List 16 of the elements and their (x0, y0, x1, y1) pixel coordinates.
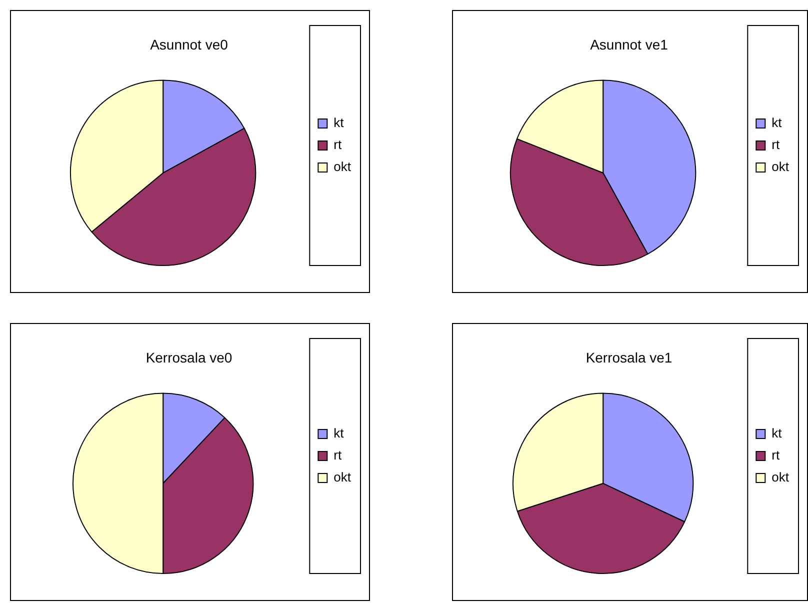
legend-label: okt (772, 470, 790, 485)
legend-label: kt (334, 426, 344, 441)
legend-label: kt (772, 115, 782, 130)
legend-label: okt (334, 470, 352, 485)
legend-label: rt (772, 448, 780, 463)
text: Kerrosala ve0 (146, 349, 232, 366)
text: Asunnot ve0 (150, 36, 228, 52)
legend-label: rt (334, 137, 342, 152)
legend-label: kt (334, 115, 344, 130)
text: Kerrosala ve1 (586, 349, 672, 366)
legend-label: kt (772, 426, 782, 441)
legend-label: okt (772, 159, 790, 174)
legend-label: okt (334, 159, 352, 174)
legend-label: rt (772, 137, 780, 152)
legend-label: rt (334, 448, 342, 463)
text: Asunnot ve1 (590, 36, 668, 52)
